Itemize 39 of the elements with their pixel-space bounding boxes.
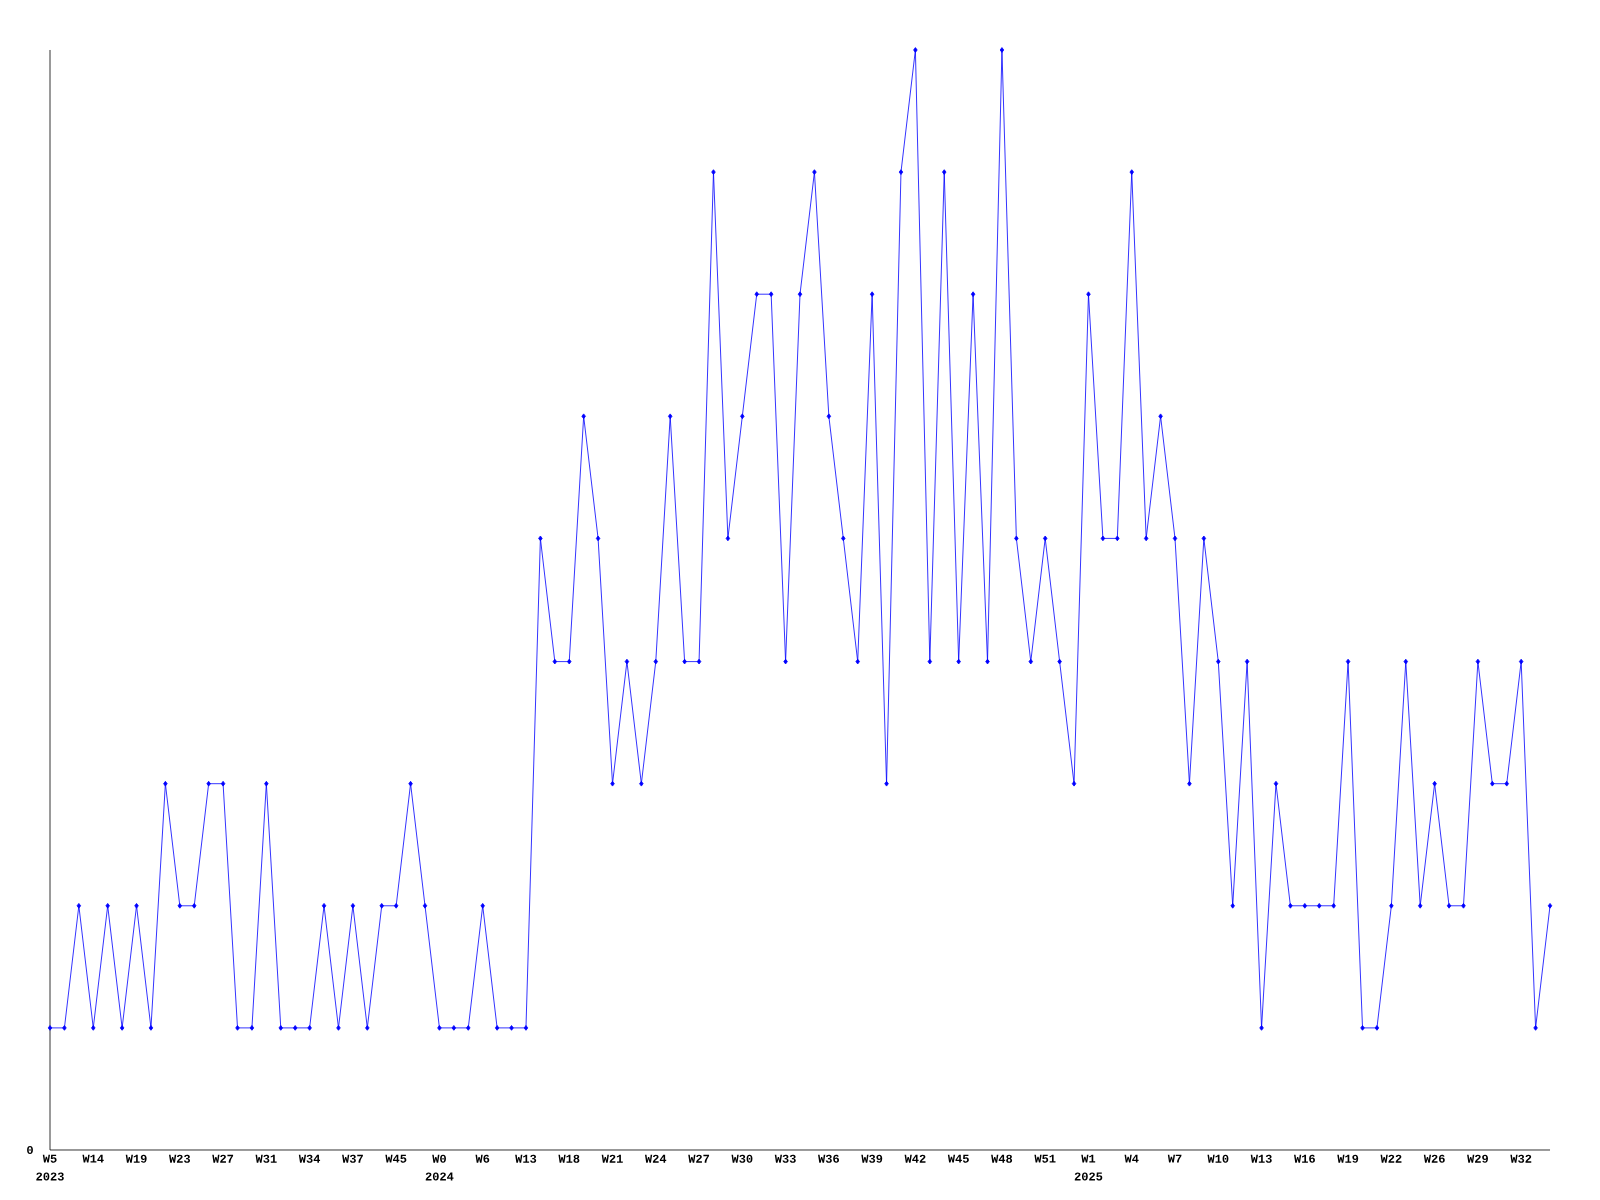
x-tick-label: W0 xyxy=(432,1154,446,1163)
x-tick-label: W26 xyxy=(1423,1154,1445,1163)
x-tick-label: W32 xyxy=(1510,1154,1532,1163)
x-tick-label: W24 xyxy=(644,1154,667,1163)
x-tick-label: W19 xyxy=(1337,1154,1359,1163)
x-tick-label: W37 xyxy=(342,1154,363,1163)
x-tick-label: W6 xyxy=(475,1154,490,1163)
x-tick-label: W27 xyxy=(688,1154,710,1163)
x-tick-label: W33 xyxy=(774,1154,796,1163)
x-tick-label: W7 xyxy=(1167,1154,1182,1163)
x-tick-label: W19 xyxy=(125,1154,147,1163)
x-tick-label: W4 xyxy=(1124,1154,1139,1163)
x-tick-label: W5 xyxy=(42,1154,57,1163)
x-tick-label: W23 xyxy=(169,1154,190,1163)
x-tick-label: W29 xyxy=(1467,1154,1488,1163)
x-tick-label: W22 xyxy=(1380,1154,1402,1163)
text: 0 xyxy=(27,1145,33,1155)
x-tick-label: W45 xyxy=(947,1154,969,1163)
x-tick-label: W21 xyxy=(601,1154,623,1163)
x-tick-label: W45 xyxy=(385,1154,407,1163)
x-tick-label: W30 xyxy=(731,1154,753,1163)
x-tick-label: W27 xyxy=(212,1154,234,1163)
x-tick-label: W34 xyxy=(298,1154,321,1163)
x-tick-label: W36 xyxy=(818,1154,840,1163)
x-tick-label: W16 xyxy=(1294,1154,1315,1163)
x-tick-label: W51 xyxy=(1034,1154,1056,1163)
x-tick-label: W42 xyxy=(904,1154,926,1163)
x-tick-label: W1 xyxy=(1081,1154,1096,1163)
x-tick-label: W39 xyxy=(861,1154,883,1163)
text: 2023 xyxy=(36,1172,64,1181)
x-tick-label: W10 xyxy=(1207,1154,1229,1163)
text: 2025 xyxy=(1074,1172,1103,1181)
x-tick-label: W48 xyxy=(991,1154,1013,1163)
x-tick-label: W31 xyxy=(255,1154,277,1163)
x-tick-label: W14 xyxy=(82,1154,104,1163)
x-tick-label: W18 xyxy=(558,1154,580,1163)
text: 2024 xyxy=(425,1172,454,1181)
x-tick-label: W13 xyxy=(515,1154,537,1163)
x-tick-label: W13 xyxy=(1250,1154,1272,1163)
